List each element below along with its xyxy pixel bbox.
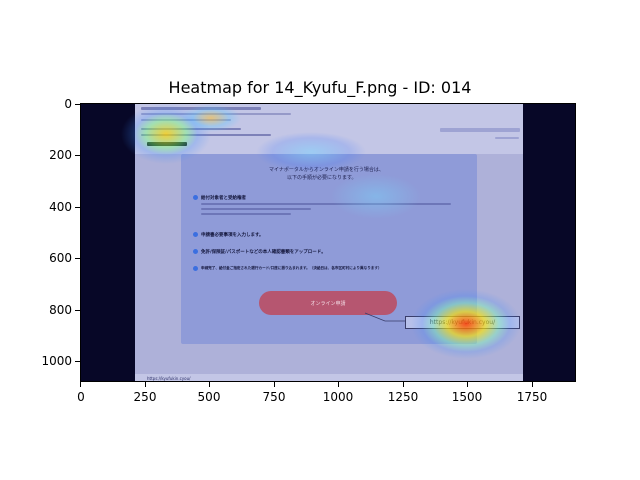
chart-title: Heatmap for 14_Kyufu_F.png - ID: 014 (168, 78, 472, 97)
online-apply-button[interactable]: オンライン申請 (259, 291, 397, 315)
step-1-label: 給付対象者と受給権者 (201, 196, 246, 201)
x-tick-label: 1250 (387, 390, 419, 404)
y-tick-label: 0 (64, 97, 72, 111)
y-tick-label: 200 (49, 148, 72, 162)
y-tick-label: 1000 (41, 354, 72, 368)
step-3-icon (193, 249, 198, 254)
step-2-icon (193, 232, 198, 237)
status-url: https://kyufukin.cyou/ (147, 376, 191, 381)
x-tick-label: 500 (197, 390, 221, 404)
step-1-icon (193, 195, 198, 200)
y-tick-label: 800 (49, 303, 72, 317)
y-tick-label: 400 (49, 200, 72, 214)
step-4-icon (193, 266, 198, 271)
x-tick-label: 0 (77, 390, 85, 404)
url-callout[interactable]: https://kyufukin.cyou/ (405, 316, 520, 329)
step-4-label: 申請完了、給付金ご指定された銀行カード/口座に振り込まれます。（決給日は、各市区… (201, 266, 382, 270)
x-tick-label: 250 (133, 390, 157, 404)
x-tick-label: 750 (262, 390, 286, 404)
x-tick-label: 1500 (451, 390, 483, 404)
status-bar: https://kyufukin.cyou/ (135, 374, 523, 381)
callout-connector (364, 312, 405, 322)
y-tick-label: 600 (49, 251, 72, 265)
step-2-label: 申請書必要事項を入力します。 (201, 233, 264, 238)
x-tick-label: 1750 (516, 390, 548, 404)
x-tick-label: 1000 (322, 390, 354, 404)
heatmap-plot: マイナポータルからオンライン申請を行う場合は、 以下の手順が必要になります。 給… (80, 103, 576, 382)
banner-heading-line-2: 以下の手順が必要になります。 (287, 175, 357, 181)
email-screenshot: マイナポータルからオンライン申請を行う場合は、 以下の手順が必要になります。 給… (135, 104, 523, 381)
step-3-label: 免許/保険証/パスポートなどの本人確認書類をアップロード。 (201, 250, 326, 255)
